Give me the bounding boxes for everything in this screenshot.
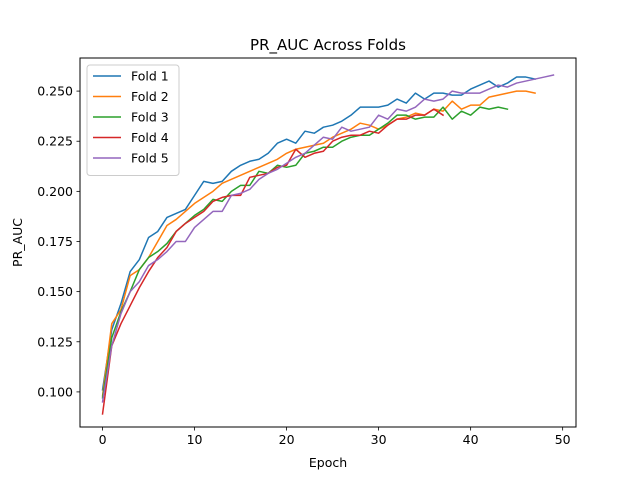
y-tick-label: 0.225 (37, 134, 73, 149)
legend-label-fold-1: Fold 1 (131, 69, 169, 84)
x-axis-title: Epoch (309, 455, 347, 470)
y-axis: 0.100 0.125 0.150 0.175 0.200 0.225 0.250 (37, 84, 80, 399)
legend-label-fold-3: Fold 3 (131, 110, 169, 125)
series-line-fold-2 (101, 90, 536, 397)
x-tick-label: 30 (371, 432, 387, 447)
series-line-fold-4 (101, 108, 445, 415)
x-tick-label: 0 (99, 432, 107, 447)
y-tick-label: 0.150 (37, 284, 73, 299)
y-tick-label: 0.100 (37, 384, 73, 399)
series-line-fold-1 (101, 76, 536, 391)
x-tick-label: 50 (555, 432, 571, 447)
legend-label-fold-5: Fold 5 (131, 151, 169, 166)
series-line-fold-5 (101, 74, 555, 403)
x-axis: 0 10 20 30 40 50 (99, 427, 571, 447)
x-tick-label: 10 (187, 432, 203, 447)
x-tick-label: 20 (279, 432, 295, 447)
plot-frame (79, 57, 577, 428)
x-tick-label: 40 (463, 432, 479, 447)
y-tick-label: 0.200 (37, 184, 73, 199)
legend: Fold 1 Fold 2 Fold 3 Fold 4 Fold 5 (86, 64, 180, 176)
chart-title: PR_AUC Across Folds (250, 36, 406, 55)
legend-box (86, 64, 180, 176)
y-axis-title: PR_AUC (10, 218, 25, 267)
y-tick-label: 0.250 (37, 84, 73, 99)
legend-label-fold-2: Fold 2 (131, 89, 169, 104)
plot-area (101, 74, 555, 415)
legend-label-fold-4: Fold 4 (131, 130, 169, 145)
y-tick-label: 0.175 (37, 234, 73, 249)
y-tick-label: 0.125 (37, 334, 73, 349)
